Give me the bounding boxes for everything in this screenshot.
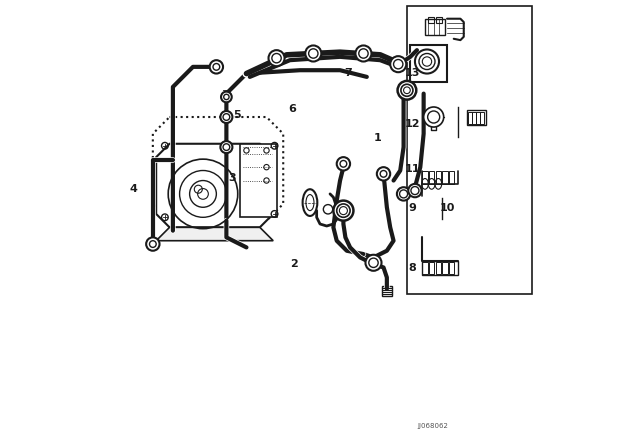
Text: 4: 4 [130,184,138,194]
Bar [436,171,441,184]
Bar [422,261,458,276]
Circle shape [424,107,444,127]
Text: 13: 13 [404,69,420,78]
Circle shape [415,49,439,73]
Circle shape [397,81,416,99]
Text: 11: 11 [404,164,420,174]
Text: 10: 10 [440,203,455,213]
Bar [419,334,468,362]
Circle shape [146,237,159,251]
Circle shape [377,167,390,181]
Polygon shape [156,227,273,241]
Circle shape [337,157,350,171]
Circle shape [333,201,353,221]
Bar [436,262,441,274]
Text: JJ068062: JJ068062 [418,423,449,429]
Circle shape [210,60,223,73]
Circle shape [220,141,232,153]
Circle shape [305,45,321,61]
Polygon shape [156,144,273,227]
Ellipse shape [410,334,426,362]
Bar [481,112,484,124]
Bar [467,110,486,125]
Bar [472,112,476,124]
Text: 8: 8 [408,263,416,273]
Bar [442,171,448,184]
Bar [410,45,447,82]
Text: 12: 12 [404,119,420,129]
Bar [449,171,454,184]
Bar [476,112,481,124]
Text: 7: 7 [344,69,352,78]
Circle shape [408,184,422,197]
Circle shape [397,187,410,201]
Bar [381,286,392,296]
Bar [429,171,435,184]
Bar [422,262,428,274]
Bar [449,262,454,274]
Bar [436,17,442,23]
Text: 5: 5 [233,110,241,121]
Bar [422,171,428,184]
Bar [240,144,276,217]
Circle shape [355,45,371,61]
Circle shape [365,255,381,271]
Bar [429,262,435,274]
Text: 6: 6 [288,104,296,114]
Bar [442,262,448,274]
Bar [468,112,472,124]
Circle shape [221,91,232,102]
Text: 2: 2 [291,258,298,269]
Ellipse shape [460,334,476,362]
Bar [428,17,434,23]
Text: 9: 9 [408,203,416,213]
Text: 3: 3 [228,173,236,183]
Bar [425,19,445,35]
Circle shape [269,50,285,66]
Bar [407,6,532,293]
Text: 1: 1 [374,133,381,143]
Circle shape [390,56,406,72]
Circle shape [220,111,232,123]
